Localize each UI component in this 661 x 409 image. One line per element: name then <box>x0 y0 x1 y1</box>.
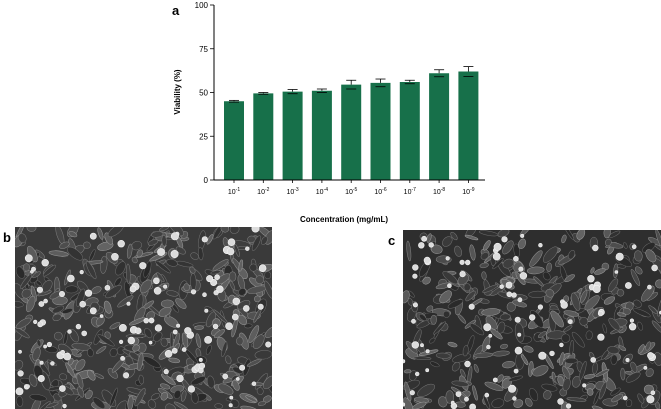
error-bar-2 <box>258 92 269 95</box>
bar-chart: 10-1 10-2 10-3 10-4 10-5 10-6 10-7 10-8 10-9 0 25 5… <box>173 1 485 224</box>
x-tick-label-7: 10-7 <box>404 187 416 196</box>
micrograph-b <box>15 227 272 409</box>
panel-label-c: c <box>388 233 396 248</box>
error-bar-9 <box>463 66 474 77</box>
y-tick-label-100: 100 <box>195 1 209 10</box>
x-tick-label-5: 10-5 <box>345 187 357 196</box>
x-tick-label-2: 10-2 <box>257 187 269 196</box>
y-axis-label: Viability (%) <box>173 69 182 115</box>
y-tick-label-25: 25 <box>199 132 208 141</box>
bar-7 <box>399 82 420 180</box>
error-bar-6 <box>375 78 386 88</box>
error-bar-8 <box>434 69 445 78</box>
x-axis-label: Concentration (mg/mL) <box>300 215 388 224</box>
axes-group: 10-1 10-2 10-3 10-4 10-5 10-6 10-7 10-8 10-9 0 25 5… <box>195 1 485 196</box>
bar-6 <box>370 82 391 180</box>
x-tick-label-1: 10-1 <box>228 187 240 196</box>
micrograph-c <box>403 230 661 409</box>
error-bar-5 <box>346 79 357 90</box>
error-bar-3 <box>287 89 298 95</box>
bar-5 <box>341 84 362 180</box>
cell-culture-image-b <box>15 227 272 409</box>
error-bar-7 <box>404 79 415 85</box>
error-bar-1 <box>229 99 239 103</box>
x-tick-label-3: 10-3 <box>286 187 298 196</box>
bar-1 <box>224 101 244 180</box>
cell-culture-image-c <box>403 230 661 409</box>
x-tick-label-8: 10-8 <box>433 187 445 196</box>
y-tick-label-75: 75 <box>199 45 208 54</box>
x-tick-label-4: 10-4 <box>316 187 328 196</box>
error-bar-4 <box>316 88 327 93</box>
panel-label-b: b <box>3 230 11 245</box>
y-tick-label-50: 50 <box>199 89 208 98</box>
bar-4 <box>311 90 332 180</box>
bars-group <box>224 71 479 180</box>
x-tick-label-6: 10-6 <box>374 187 386 196</box>
bar-9 <box>458 71 479 180</box>
x-tick-label-9: 10-9 <box>462 187 474 196</box>
error-bars-group <box>229 66 474 103</box>
panel-label-a: a <box>172 3 180 18</box>
y-tick-label-0: 0 <box>204 176 209 185</box>
bar-3 <box>282 91 303 180</box>
bar-8 <box>429 73 450 180</box>
bar-2 <box>253 93 274 180</box>
